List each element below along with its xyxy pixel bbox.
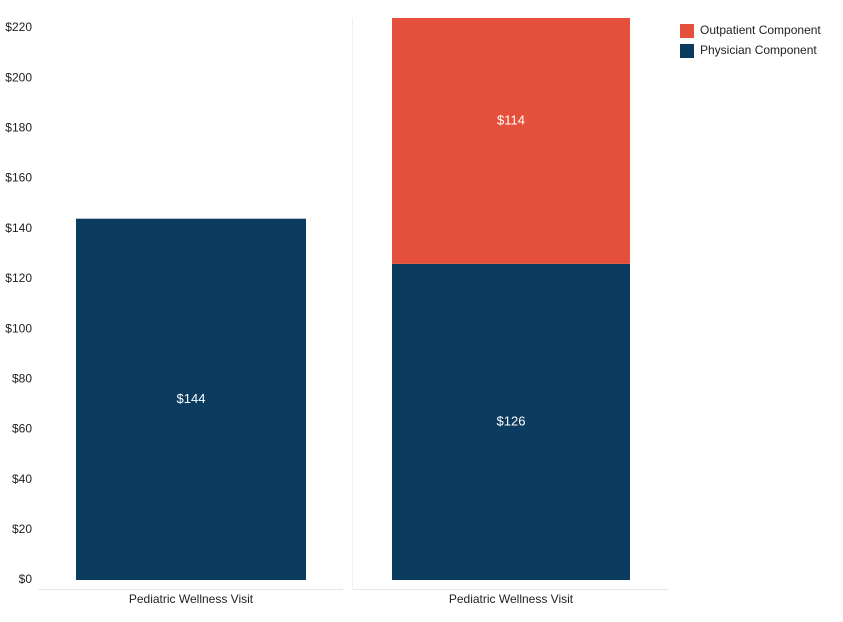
y-tick-label: $80 xyxy=(12,371,32,385)
bar-segment xyxy=(76,218,306,580)
value-label: $126 xyxy=(497,413,526,428)
bar-segment xyxy=(392,263,630,580)
legend-label: Outpatient Component xyxy=(700,23,821,37)
y-tick-label: $220 xyxy=(5,20,32,34)
bar-segment xyxy=(392,18,630,264)
value-label: $114 xyxy=(497,112,525,127)
y-tick-label: $100 xyxy=(5,321,32,335)
y-tick-label: $0 xyxy=(19,572,33,586)
legend-swatch xyxy=(680,44,694,58)
y-tick-label: $60 xyxy=(12,422,32,436)
value-label: $144 xyxy=(177,391,206,406)
x-tick-label: Pediatric Wellness Visit xyxy=(449,592,574,606)
plot-area: $144 $126 $114 xyxy=(76,18,630,580)
y-tick-label: $180 xyxy=(5,121,32,135)
y-tick-label: $40 xyxy=(12,472,32,486)
y-tick-label: $140 xyxy=(5,221,32,235)
legend-label: Physician Component xyxy=(700,43,817,57)
y-tick-label: $200 xyxy=(5,70,32,84)
y-tick-label: $20 xyxy=(12,522,32,536)
x-tick-label: Pediatric Wellness Visit xyxy=(129,592,254,606)
legend-swatch xyxy=(680,24,694,38)
y-tick-label: $120 xyxy=(5,271,32,285)
y-tick-label: $160 xyxy=(5,171,32,185)
